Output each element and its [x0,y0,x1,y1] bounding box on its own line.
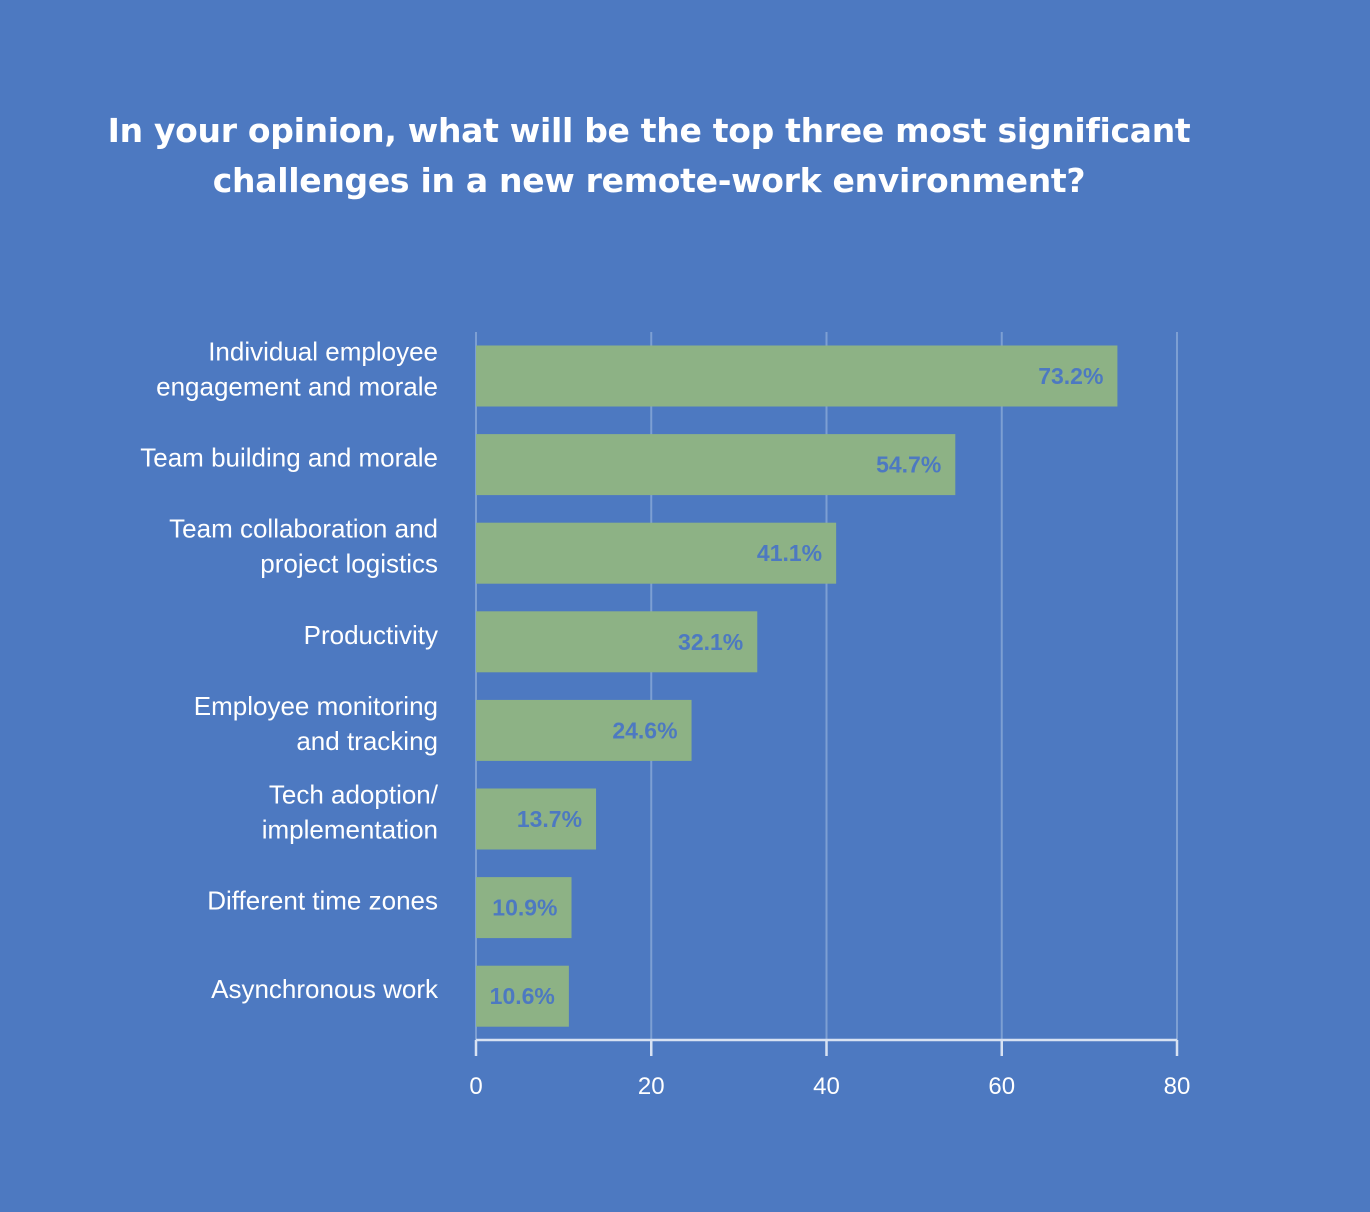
category-label-1-line-0: Team building and morale [140,443,438,473]
category-label-3-line-0: Productivity [304,620,438,650]
bar-value-label-5: 13.7% [517,806,582,832]
category-label-1: Team building and morale [140,443,438,473]
x-tick-label-3: 60 [988,1073,1015,1100]
category-label-2-line-0: Team collaboration and [169,514,438,544]
category-label-5-line-1: implementation [262,815,438,845]
category-label-4-line-0: Employee monitoring [194,691,438,721]
x-tick-label-4: 80 [1164,1073,1191,1100]
bar-value-label-1: 54.7% [876,452,941,478]
bar-value-label-6: 10.9% [492,895,557,921]
category-label-6: Different time zones [207,886,438,916]
bar-6 [476,877,572,939]
category-label-5-line-0: Tech adoption/ [269,780,439,810]
bar-value-label-2: 41.1% [757,540,822,566]
bar-0 [476,345,1118,407]
chart-title-line-1: In your opinion, what will be the top th… [107,111,1191,150]
category-labels: Individual employee engagement and morale… [140,337,439,1005]
bar-1 [476,434,956,496]
bar-value-label-7: 10.6% [490,983,555,1009]
x-tick-label-0: 0 [469,1073,482,1100]
chart-title: In your opinion, what will be the top th… [0,106,1298,206]
category-label-2: Team collaboration and project logistics [169,514,438,579]
category-label-0-line-1: engagement and morale [156,372,438,402]
bar-2 [476,522,837,584]
bar-5 [476,788,597,850]
category-label-6-line-0: Different time zones [207,886,438,916]
bar-value-label-3: 32.1% [678,629,743,655]
x-axis: 0 20 40 60 80 [469,1038,1191,1100]
chart-title-line-2: challenges in a new remote-work environm… [212,161,1086,200]
category-label-4-line-1: and tracking [296,726,438,756]
category-label-2-line-1: project logistics [260,549,438,579]
bar-4 [476,699,692,761]
category-label-7: Asynchronous work [211,974,439,1004]
category-label-5: Tech adoption/implementation [262,780,439,845]
bar-value-label-0: 73.2% [1038,363,1103,389]
x-tick-label-2: 40 [813,1073,840,1100]
bar-7 [476,965,569,1027]
x-tick-label-1: 20 [638,1073,665,1100]
category-label-0-line-0: Individual employee [208,337,438,367]
category-label-7-line-0: Asynchronous work [211,974,439,1004]
bar-3 [476,611,758,673]
category-label-4: Employee monitoring and tracking [194,691,438,756]
bar-value-label-4: 24.6% [612,717,677,743]
category-label-0: Individual employee engagement and morale [156,337,438,402]
bars: 73.2% 54.7% 41.1% 32.1% 24.6% 13.7% 10.9% 10.6% [476,345,1118,1027]
category-label-3: Productivity [304,620,438,650]
